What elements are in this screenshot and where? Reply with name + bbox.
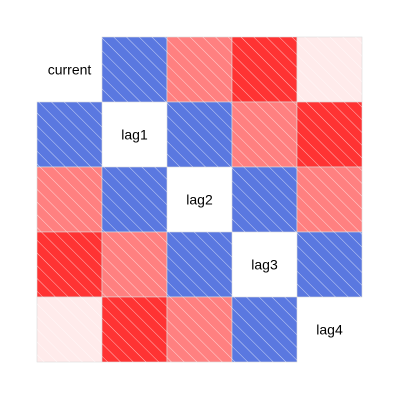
- cell-hatch-lag2-lag3: [232, 167, 297, 232]
- diagonal-labels: current lag1 lag2 lag3 lag4: [48, 62, 343, 338]
- cell-hatch-lag3-lag1: [102, 232, 167, 297]
- cell-hatch-lag1-current: [37, 102, 102, 167]
- cell-hatch-current-lag3: [232, 37, 297, 102]
- cell-hatch-lag4-lag3: [232, 297, 297, 362]
- variable-label-lag3: lag3: [251, 257, 278, 273]
- variable-label-lag4: lag4: [316, 322, 343, 338]
- cell-hatch-lag4-current: [37, 297, 102, 362]
- cell-hatch-lag4-lag1: [102, 297, 167, 362]
- correlation-cells: [36, 36, 363, 363]
- variable-label-current: current: [48, 62, 92, 78]
- cell-hatch-lag3-lag2: [167, 232, 232, 297]
- cell-hatch-current-lag4: [297, 37, 362, 102]
- cell-hatch-lag1-lag2: [167, 102, 232, 167]
- cell-hatch-current-lag1: [102, 37, 167, 102]
- cell-hatch-lag4-lag2: [167, 297, 232, 362]
- cell-hatch-lag1-lag3: [232, 102, 297, 167]
- variable-label-lag2: lag2: [186, 192, 213, 208]
- cell-hatch-lag3-current: [37, 232, 102, 297]
- cell-hatch-lag2-lag4: [297, 167, 362, 232]
- cell-hatch-lag2-lag1: [102, 167, 167, 232]
- cell-hatch-current-lag2: [167, 37, 232, 102]
- cell-hatch-lag3-lag4: [297, 232, 362, 297]
- cell-hatch-lag1-lag4: [297, 102, 362, 167]
- variable-label-lag1: lag1: [121, 127, 148, 143]
- cell-hatch-lag2-current: [37, 167, 102, 232]
